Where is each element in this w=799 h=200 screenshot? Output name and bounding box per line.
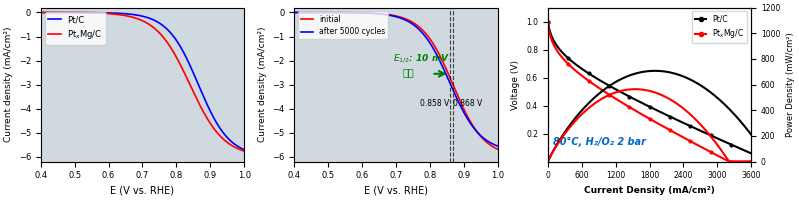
Text: 감소: 감소 <box>403 67 415 77</box>
X-axis label: Current Density (mA/cm²): Current Density (mA/cm²) <box>584 186 715 195</box>
Legend: initial, after 5000 cycles: initial, after 5000 cycles <box>298 11 388 39</box>
Text: 0.858 V: 0.858 V <box>420 99 450 108</box>
Text: 80°C, H₂/O₂ 2 bar: 80°C, H₂/O₂ 2 bar <box>554 137 646 147</box>
Y-axis label: Voltage (V): Voltage (V) <box>511 60 520 110</box>
Text: $E_{1/2}$: 10 mV: $E_{1/2}$: 10 mV <box>392 52 450 65</box>
Legend: Pt/C, Pt$_x$Mg/C: Pt/C, Pt$_x$Mg/C <box>692 11 747 43</box>
Text: 0.868 V: 0.868 V <box>453 99 482 108</box>
X-axis label: E (V vs. RHE): E (V vs. RHE) <box>364 186 428 196</box>
Legend: Pt/C, Pt$_x$Mg/C: Pt/C, Pt$_x$Mg/C <box>45 12 105 45</box>
Y-axis label: Current density (mA/cm²): Current density (mA/cm²) <box>257 27 267 142</box>
Y-axis label: Current density (mA/cm²): Current density (mA/cm²) <box>4 27 13 142</box>
X-axis label: E (V vs. RHE): E (V vs. RHE) <box>110 186 174 196</box>
Y-axis label: Power Density (mW/cm²): Power Density (mW/cm²) <box>786 32 795 137</box>
